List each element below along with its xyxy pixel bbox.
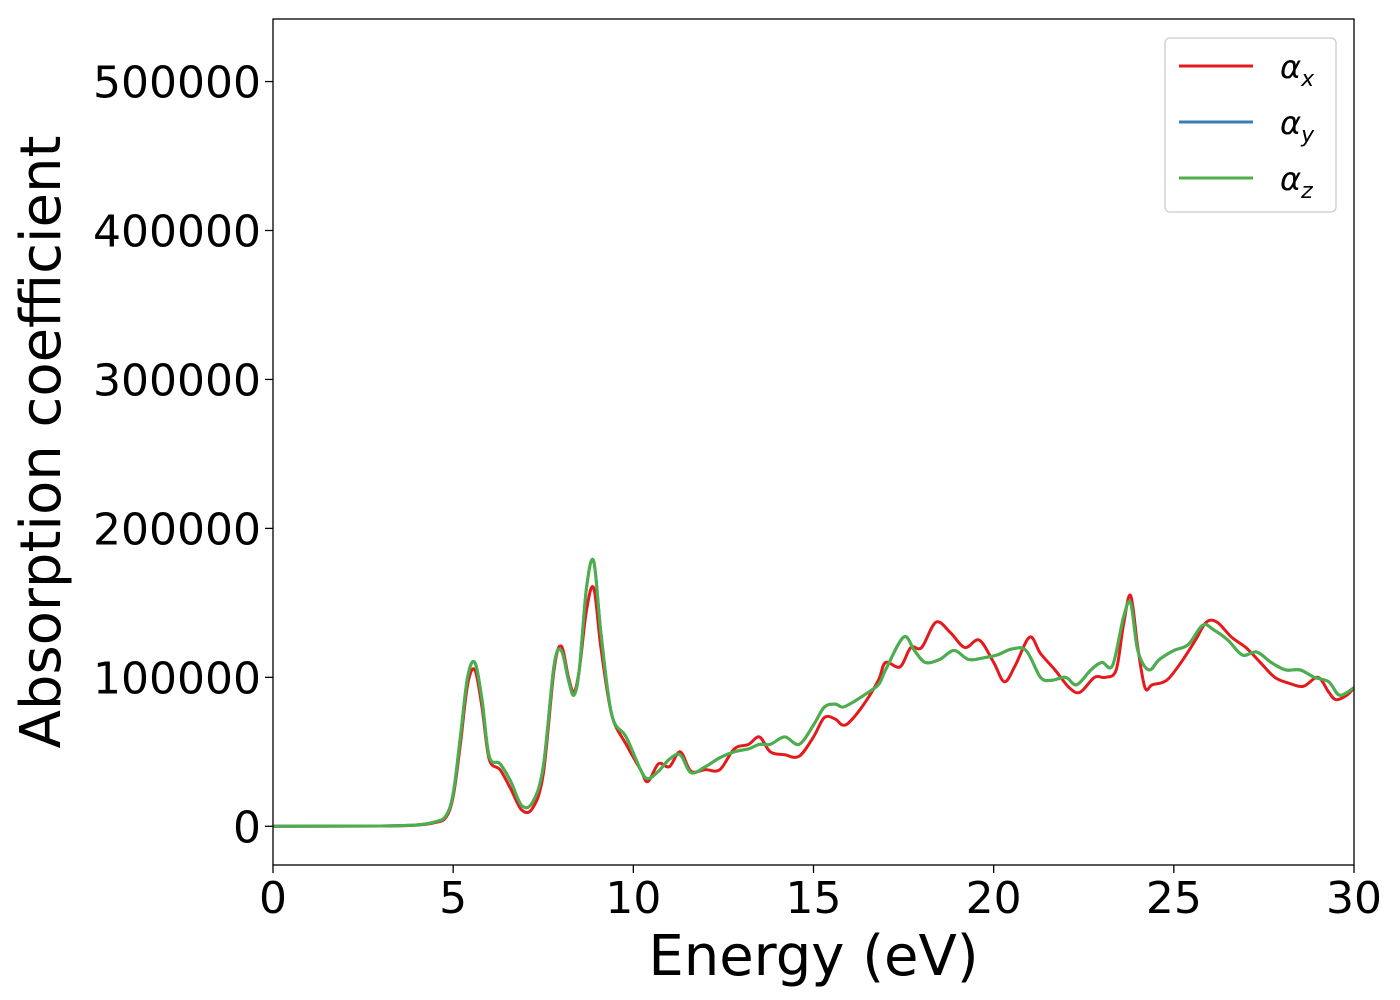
x-tick-label: 25 bbox=[1146, 873, 1202, 924]
y-tick-label: 200000 bbox=[93, 504, 261, 555]
x-tick-label: 5 bbox=[439, 873, 467, 924]
x-axis-title: Energy (eV) bbox=[648, 924, 978, 989]
legend-label-y: αy bbox=[1280, 104, 1315, 148]
series-lines bbox=[273, 557, 1354, 828]
y-tick-label: 100000 bbox=[93, 653, 261, 704]
legend: αx αy αz bbox=[1164, 37, 1337, 213]
y-tick-label: 400000 bbox=[93, 207, 261, 258]
legend-label-z: αz bbox=[1280, 160, 1313, 204]
axes: 0 5 10 15 20 25 30 0 100000 200000 300000 400000 500… bbox=[93, 18, 1382, 924]
y-axis-title: Absorption coefficient bbox=[9, 136, 74, 749]
x-tick-label: 0 bbox=[259, 873, 287, 924]
y-tick-label: 300000 bbox=[93, 355, 261, 406]
legend-box bbox=[1164, 37, 1337, 213]
y-tick-label: 0 bbox=[233, 802, 261, 853]
series-line-z bbox=[273, 557, 1354, 828]
x-tick-label: 30 bbox=[1326, 873, 1382, 924]
x-tick-label: 10 bbox=[605, 873, 661, 924]
x-tick-label: 15 bbox=[786, 873, 842, 924]
y-tick-label: 500000 bbox=[93, 58, 261, 109]
x-tick-label: 20 bbox=[966, 873, 1022, 924]
legend-label-x: αx bbox=[1280, 48, 1315, 92]
series-line-x bbox=[273, 585, 1354, 828]
